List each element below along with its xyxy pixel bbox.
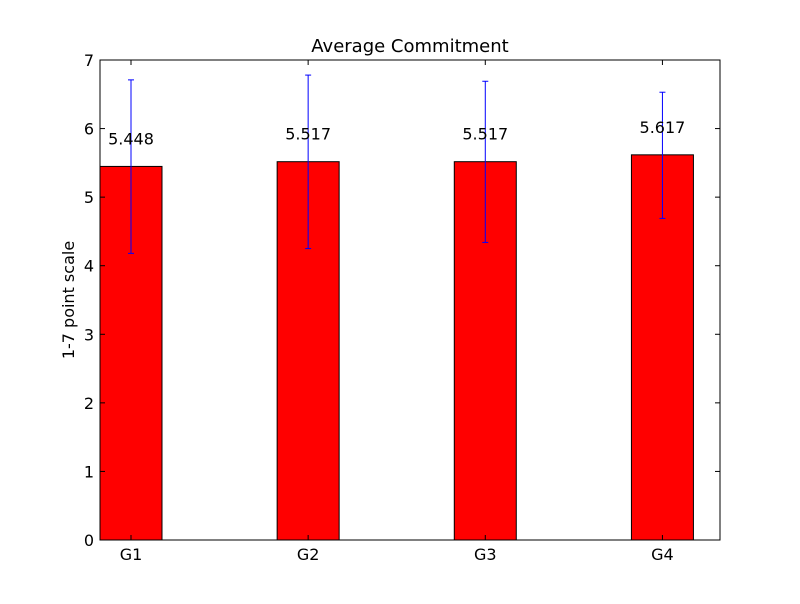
value-label-g3: 5.517 [462,125,508,144]
y-tick-label-7: 7 [84,51,94,70]
plot-area: 5.448 G1 5.517 G2 5.517 G3 5.617 G4 0 1 2 3 4 5 6 7 [84,51,721,564]
y-tick-label-3: 3 [84,325,94,344]
chart-title: Average Commitment [311,36,508,57]
axes-frame [99,59,721,541]
y-tick-label-6: 6 [84,120,94,139]
y-axis-label: 1-7 point scale [59,241,78,359]
bar-g4 [630,154,694,541]
x-tick-label-g3: G3 [474,545,497,564]
x-tick-label-g4: G4 [651,545,674,564]
value-label-g4: 5.617 [640,118,686,137]
y-tick-label-2: 2 [84,394,94,413]
value-label-g2: 5.517 [285,125,331,144]
x-tick-label-g1: G1 [120,545,143,564]
y-tick-label-0: 0 [84,531,94,550]
x-tick-label-g2: G2 [297,545,320,564]
value-label-g1: 5.448 [108,129,154,148]
y-tick-label-1: 1 [84,462,94,481]
y-tick-label-4: 4 [84,257,94,276]
y-tick-label-5: 5 [84,188,94,207]
